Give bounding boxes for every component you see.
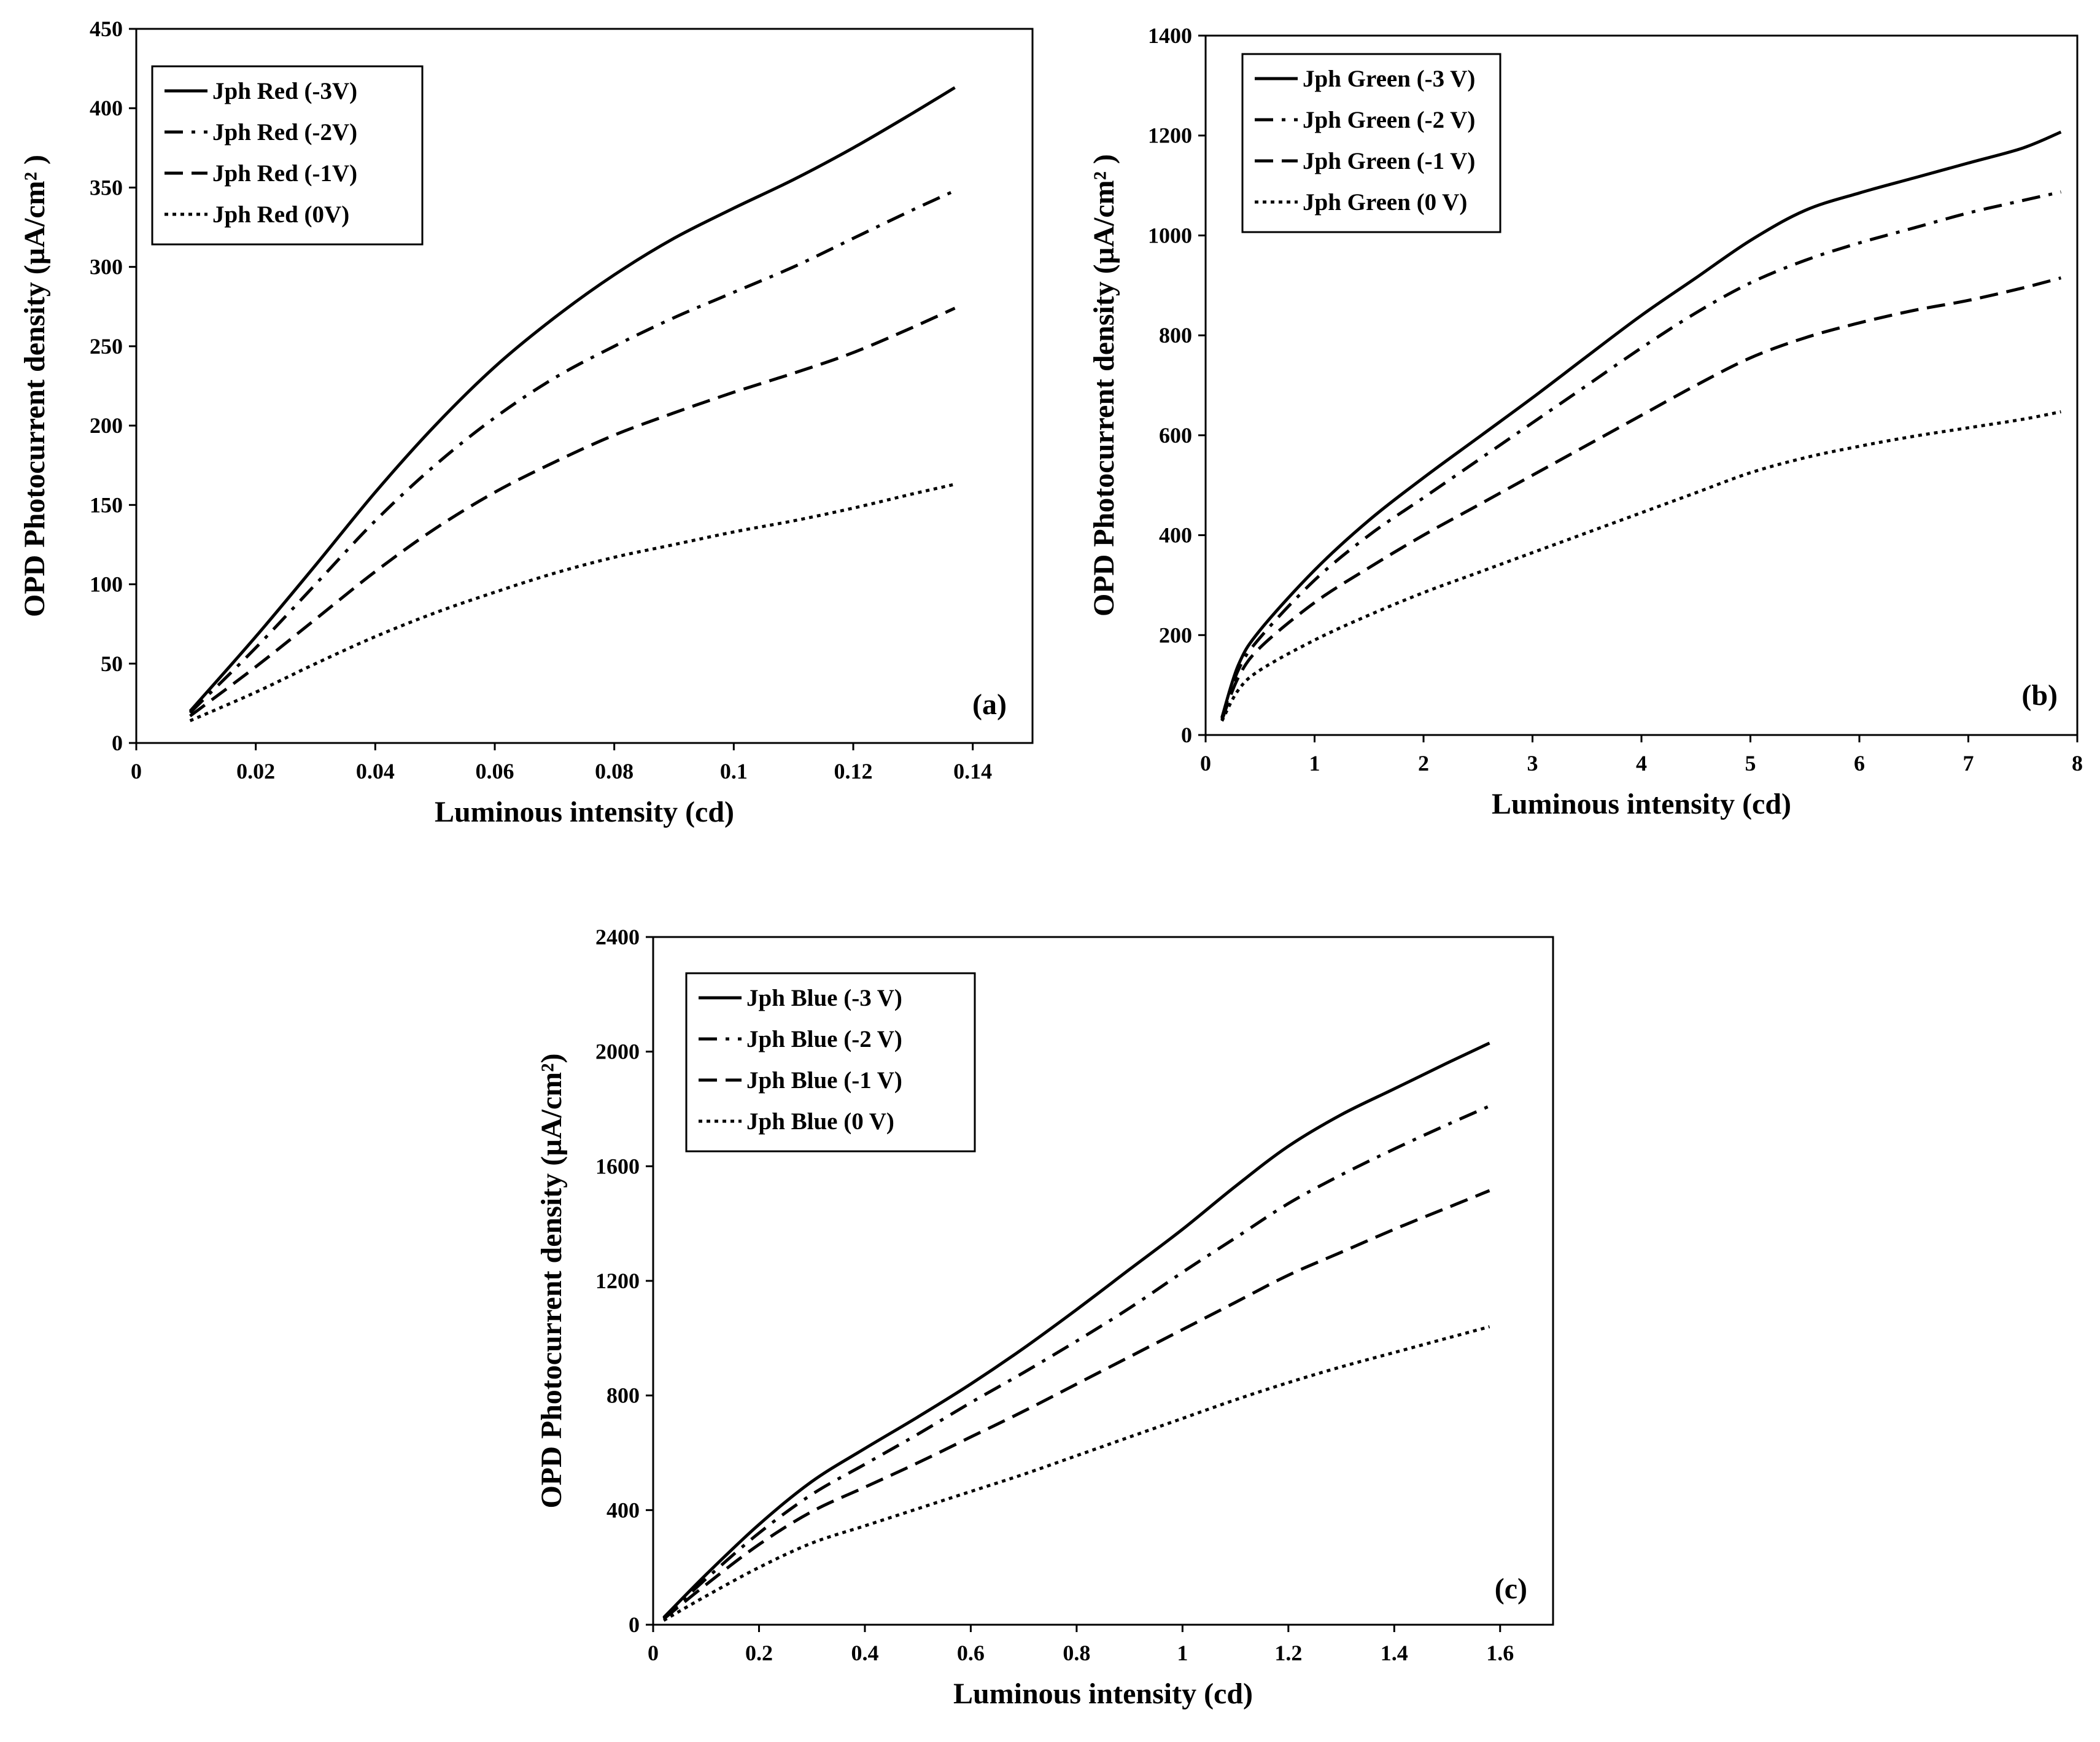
series-line-b-4 — [1220, 410, 2061, 722]
panel-label: (b) — [2021, 679, 2058, 712]
x-tick-label: 5 — [1745, 751, 1756, 776]
legend-label: Jph Red (-1V) — [212, 160, 357, 187]
series-line-b-1 — [1220, 130, 2062, 718]
x-axis-title: Luminous intensity (cd) — [435, 796, 734, 828]
y-tick-label: 400 — [606, 1498, 640, 1522]
y-tick-label: 1200 — [595, 1269, 640, 1293]
legend-label: Jph Red (0V) — [212, 201, 349, 228]
x-tick-label: 0 — [648, 1641, 659, 1665]
y-tick-label: 600 — [1159, 423, 1192, 448]
legend-label: Jph Red (-2V) — [212, 119, 357, 146]
x-tick-label: 0.2 — [745, 1641, 773, 1665]
x-tick-label: 4 — [1636, 751, 1647, 776]
x-tick-label: 0.02 — [236, 759, 275, 784]
chart-panel-a: 0 50 100 150 200 250 300 350 400 450 0 0.02 0.04 0.06… — [18, 17, 1034, 828]
y-axis-title: OPD Photocurrent density (µA/cm² ) — [1088, 154, 1120, 616]
x-axis-title: Luminous intensity (cd) — [953, 1678, 1253, 1710]
x-tick-label: 0.12 — [834, 759, 873, 784]
y-tick-label: 1200 — [1148, 123, 1192, 148]
y-tick-label: 450 — [90, 17, 123, 41]
panel-label: (c) — [1495, 1573, 1527, 1605]
x-axis-title: Luminous intensity (cd) — [1492, 788, 1791, 820]
y-tick-label: 100 — [90, 572, 123, 597]
x-tick-label: 0.14 — [953, 759, 992, 784]
x-tick-label: 2 — [1418, 751, 1429, 776]
panel-label: (a) — [972, 688, 1007, 721]
x-tick-label: 0.1 — [720, 759, 748, 784]
legend-label: Jph Red (-3V) — [212, 78, 357, 104]
x-tick-label: 0 — [131, 759, 142, 784]
legend-label: Jph Green (0 V) — [1303, 189, 1467, 216]
series-line-a-1 — [188, 86, 956, 712]
series-line-c-4 — [662, 1325, 1490, 1622]
chart-panel-c: 0 400 800 1200 1600 2000 2400 0 0.2 0.4 0.6 0.8 1 1.2… — [535, 925, 1554, 1710]
series-line-a-4 — [189, 483, 956, 723]
x-tick-label: 8 — [2072, 751, 2083, 776]
legend-box — [151, 65, 424, 246]
y-tick-label: 300 — [90, 255, 123, 279]
y-tick-label: 350 — [90, 175, 123, 200]
y-tick-label: 1000 — [1148, 223, 1192, 247]
legend-box — [1241, 53, 1501, 233]
y-tick-label: 1400 — [1148, 23, 1192, 48]
legend-label: Jph Blue (0 V) — [746, 1108, 894, 1135]
legend-label: Jph Blue (-2 V) — [746, 1026, 902, 1052]
y-tick-label: 0 — [1181, 723, 1192, 747]
y-tick-label: 1600 — [595, 1154, 640, 1178]
x-tick-label: 0.06 — [476, 759, 514, 784]
y-tick-label: 400 — [1159, 523, 1192, 548]
legend: Jph Green (-3 V) Jph Green (-2 V) Jph Gree… — [1241, 53, 1501, 233]
x-tick-label: 7 — [1963, 751, 1974, 776]
legend-label: Jph Green (-1 V) — [1303, 148, 1475, 174]
legend: Jph Red (-3V) Jph Red (-2V) Jph Red (-1V) J… — [151, 65, 424, 246]
x-tick-label: 1.6 — [1486, 1641, 1514, 1665]
x-tick-label: 1 — [1177, 1641, 1188, 1665]
series-line-a-3 — [189, 306, 956, 718]
x-tick-label: 0.08 — [595, 759, 633, 784]
y-axis-title: OPD Photocurrent density (µA/cm²) — [535, 1053, 568, 1508]
x-tick-label: 6 — [1854, 751, 1865, 776]
y-tick-label: 200 — [1159, 623, 1192, 647]
series-line-c-3 — [662, 1189, 1490, 1620]
y-tick-label: 0 — [112, 731, 123, 755]
y-tick-label: 250 — [90, 334, 123, 359]
x-tick-label: 0 — [1200, 751, 1211, 776]
x-tick-label: 0.04 — [356, 759, 395, 784]
series-line-c-2 — [662, 1105, 1490, 1620]
legend-box — [685, 972, 976, 1153]
legend-label: Jph Blue (-3 V) — [746, 985, 902, 1011]
y-tick-label: 0 — [629, 1612, 640, 1637]
y-tick-label: 800 — [1159, 323, 1192, 348]
x-tick-label: 3 — [1527, 751, 1538, 776]
series-line-b-2 — [1220, 190, 2061, 720]
y-axis-title: OPD Photocurrent density (µA/cm² ) — [18, 155, 51, 617]
series-line-b-3 — [1220, 276, 2062, 721]
legend-label: Jph Blue (-1 V) — [746, 1067, 902, 1094]
y-tick-label: 200 — [90, 413, 123, 438]
y-tick-label: 800 — [606, 1383, 640, 1408]
x-tick-label: 0.8 — [1063, 1641, 1090, 1665]
legend-label: Jph Green (-3 V) — [1303, 66, 1475, 92]
x-tick-label: 1.2 — [1274, 1641, 1302, 1665]
y-tick-label: 400 — [90, 96, 123, 120]
y-tick-label: 50 — [101, 651, 123, 676]
x-tick-label: 1.4 — [1381, 1641, 1408, 1665]
chart-panel-b: 0 200 400 600 800 1000 1200 1400 0 1 2 3 4 5 6 7 8 Lumino… — [1088, 23, 2083, 820]
legend: Jph Blue (-3 V) Jph Blue (-2 V) Jph Blue (… — [685, 972, 976, 1153]
series-line-a-2 — [188, 189, 956, 714]
y-tick-label: 150 — [90, 492, 123, 517]
series-line-c-1 — [662, 1041, 1490, 1619]
y-tick-label: 2000 — [595, 1040, 640, 1064]
y-tick-label: 2400 — [595, 925, 640, 949]
legend-label: Jph Green (-2 V) — [1303, 107, 1475, 133]
x-tick-label: 1 — [1309, 751, 1320, 776]
x-tick-label: 0.6 — [957, 1641, 985, 1665]
x-tick-label: 0.4 — [851, 1641, 878, 1665]
plot-frame — [135, 28, 1034, 744]
